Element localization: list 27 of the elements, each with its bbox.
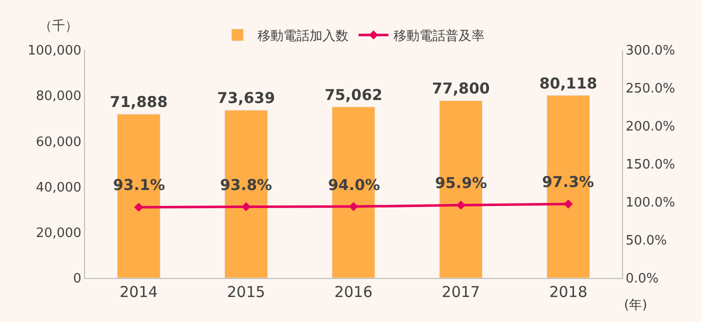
y2-tick-label: 150.0% <box>626 158 676 173</box>
y2-tick-label: 300.0% <box>626 44 676 59</box>
legend-label: 移動電話加入数 <box>258 29 348 44</box>
x-tick-label: 2014 <box>120 283 158 301</box>
y2-tick-label: 100.0% <box>626 196 676 211</box>
y-tick-label: 100,000 <box>28 44 82 59</box>
y-tick-label: 80,000 <box>36 89 82 104</box>
y-tick-label: 0 <box>73 272 82 287</box>
data-label: 73,639 <box>217 89 276 108</box>
data-label: 77,800 <box>432 80 490 98</box>
y2-tick-label: 200.0% <box>626 120 676 135</box>
legend-label: 移動電話普及率 <box>394 28 484 44</box>
y2-tick-label: 50.0% <box>626 234 667 249</box>
data-label: 75,062 <box>324 86 382 104</box>
data-label: 71,888 <box>110 93 168 112</box>
y-tick-label: 40,000 <box>36 180 82 196</box>
y2-tick-label: 250.0% <box>626 82 676 97</box>
x-tick-label: 2018 <box>549 283 588 301</box>
y-tick-label: 60,000 <box>36 134 82 150</box>
y2-tick-label: 0.0% <box>626 272 659 287</box>
y-tick-label: 20,000 <box>36 226 82 241</box>
y-axis-title: （千） <box>39 19 78 34</box>
x-tick-label: 2015 <box>227 283 266 301</box>
data-label: 80,118 <box>539 74 598 92</box>
x-axis-title: (年) <box>624 298 648 313</box>
x-tick-label: 2017 <box>442 283 480 301</box>
x-tick-label: 2016 <box>334 283 373 301</box>
